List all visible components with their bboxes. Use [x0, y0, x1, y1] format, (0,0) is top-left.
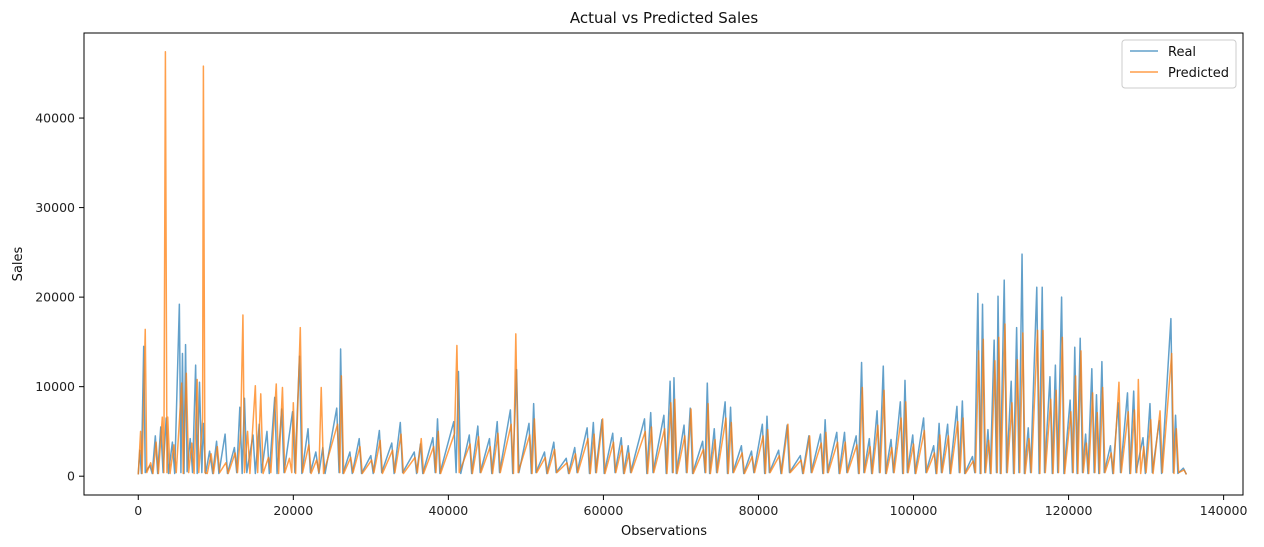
legend-box	[1121, 39, 1237, 89]
x-tick-label: 60000	[584, 503, 624, 518]
legend-label-real: Real	[1168, 45, 1196, 60]
legend-label-predicted: Predicted	[1168, 66, 1229, 81]
y-tick-label: 20000	[35, 290, 75, 305]
x-tick-label: 40000	[428, 503, 468, 518]
y-tick-label: 0	[67, 469, 75, 484]
x-tick-label: 140000	[1200, 503, 1248, 518]
x-tick-label: 0	[134, 503, 142, 518]
plot-frame	[83, 32, 1244, 496]
x-axis-label: Observations	[621, 524, 707, 539]
y-tick-label: 30000	[35, 200, 75, 215]
x-tick-label: 20000	[273, 503, 313, 518]
x-tick-label: 100000	[890, 503, 938, 518]
series-line-predicted	[137, 51, 1188, 475]
y-tick-label: 40000	[35, 111, 75, 126]
x-tick-label: 80000	[739, 503, 779, 518]
legend: Real Predicted	[1121, 39, 1237, 89]
chart-title: Actual vs Predicted Sales	[570, 9, 759, 27]
x-tick-label: 120000	[1045, 503, 1093, 518]
x-axis: 0 20000 40000 60000 80000 100000 120000 140000	[134, 495, 1248, 518]
y-tick-label: 10000	[35, 379, 75, 394]
y-axis-label: Sales	[11, 246, 26, 281]
y-axis: 0 10000 20000 30000 40000	[35, 111, 84, 484]
series-layer	[137, 51, 1188, 475]
